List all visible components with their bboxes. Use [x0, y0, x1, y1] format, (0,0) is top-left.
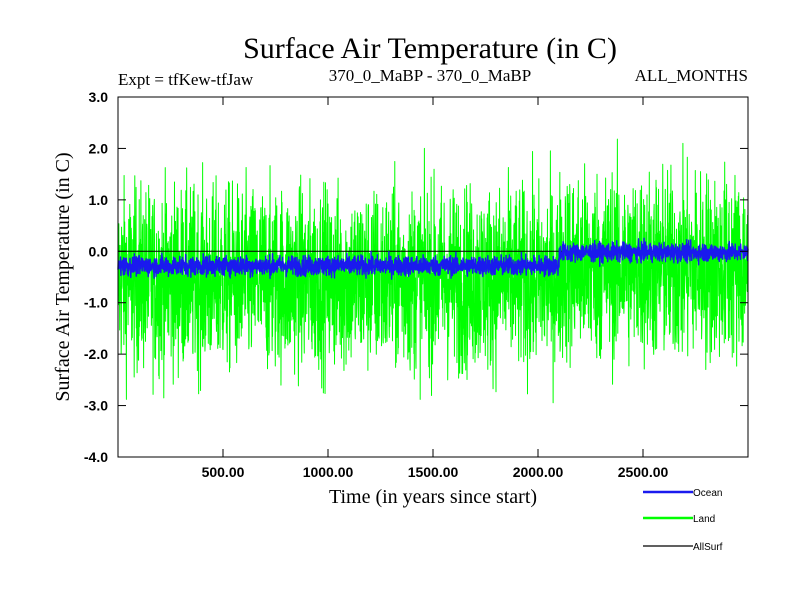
- chart-title: Surface Air Temperature (in C): [243, 32, 617, 65]
- y-axis-title: Surface Air Temperature (in C): [52, 152, 74, 401]
- y-tick-label: 3.0: [89, 89, 109, 105]
- x-axis-title: Time (in years since start): [329, 486, 537, 508]
- legend-label-allsurf: AllSurf: [693, 542, 723, 553]
- y-tick-label: -1.0: [84, 295, 108, 311]
- x-tick-label: 1500.00: [408, 464, 459, 480]
- legend: Ocean Land AllSurf: [643, 488, 723, 553]
- y-tick-label: 2.0: [89, 140, 109, 156]
- y-tick-label: 1.0: [89, 192, 109, 208]
- y-tick-label: -3.0: [84, 398, 108, 414]
- chart-subtitle-period: 370_0_MaBP - 370_0_MaBP: [329, 66, 531, 85]
- series-layer: [117, 138, 749, 404]
- x-tick-label: 500.00: [202, 464, 245, 480]
- legend-label-ocean: Ocean: [693, 488, 722, 499]
- ticks-layer: 500.00 1000.00 1500.00 2000.00 2500.00 3.0 2.0…: [84, 89, 748, 480]
- chart-subtitle-experiment: Expt = tfKew-tfJaw: [118, 70, 254, 89]
- x-tick-label: 1000.00: [303, 464, 354, 480]
- x-tick-label: 2500.00: [618, 464, 669, 480]
- chart-subtitle-months: ALL_MONTHS: [635, 66, 748, 85]
- y-tick-label: 0.0: [89, 243, 109, 259]
- y-tick-label: -2.0: [84, 346, 108, 362]
- legend-label-land: Land: [693, 514, 715, 525]
- plot-area: 500.00 1000.00 1500.00 2000.00 2500.00 3.0 2.0…: [84, 89, 749, 480]
- x-tick-label: 2000.00: [513, 464, 564, 480]
- y-tick-label: -4.0: [84, 449, 108, 465]
- series-ocean-line: [117, 237, 749, 280]
